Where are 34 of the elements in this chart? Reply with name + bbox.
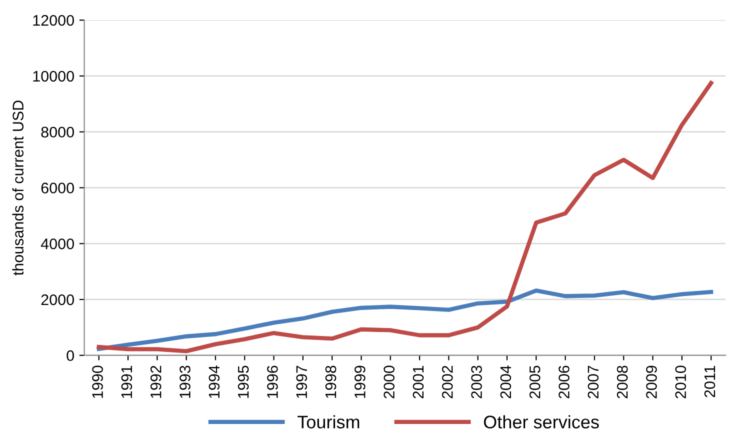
line-series bbox=[96, 288, 714, 352]
y-tick-label: 0 bbox=[66, 350, 74, 362]
x-tick-label: 2004 bbox=[500, 366, 512, 398]
x-tick-label: 2006 bbox=[558, 366, 570, 398]
x-tick-label: 1996 bbox=[267, 366, 278, 398]
x-tick-label: 2009 bbox=[646, 366, 657, 398]
y-tick-label: 2000 bbox=[41, 294, 74, 306]
x-tick-label: 1997 bbox=[296, 366, 308, 398]
x-tick-label: 1992 bbox=[150, 366, 162, 398]
y-axis-title: thousands of current USD bbox=[12, 100, 24, 276]
legend-label: Tourism bbox=[298, 415, 360, 428]
x-tick-label: 1990 bbox=[92, 366, 103, 398]
x-tick-label: 2002 bbox=[442, 366, 453, 398]
legend-label: Other services bbox=[484, 415, 599, 428]
x-tick-label: 2011 bbox=[704, 366, 716, 398]
x-tick-label: 1998 bbox=[325, 366, 336, 398]
x-tick-label: 1991 bbox=[121, 366, 132, 398]
x-tick-label: 1995 bbox=[238, 366, 249, 398]
y-tick-label: 6000 bbox=[41, 182, 74, 194]
x-tick-label: 2007 bbox=[588, 366, 599, 398]
x-tick-label: 2003 bbox=[471, 366, 482, 398]
x-tick-label: 2010 bbox=[675, 366, 686, 398]
x-tick-label: 2008 bbox=[616, 366, 628, 398]
y-tick-label: 10000 bbox=[33, 70, 74, 82]
x-tick-label: 1993 bbox=[180, 366, 190, 398]
x-tick-label: 1999 bbox=[354, 366, 366, 398]
x-tick-label: 1994 bbox=[208, 366, 220, 398]
x-tick-label: 2005 bbox=[529, 366, 540, 398]
y-tick-label: 4000 bbox=[40, 238, 74, 250]
line-series bbox=[96, 80, 714, 354]
x-tick-label: 2001 bbox=[412, 366, 424, 398]
y-tick-label: 12000 bbox=[33, 14, 74, 26]
y-tick-label: 8000 bbox=[41, 126, 74, 138]
x-tick-label: 2000 bbox=[384, 366, 395, 398]
